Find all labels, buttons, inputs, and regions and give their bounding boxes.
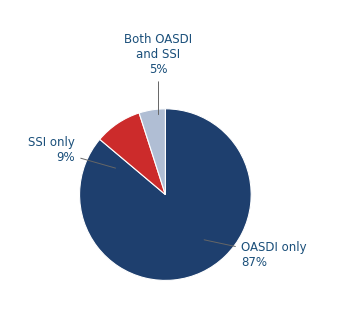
- Wedge shape: [100, 113, 166, 195]
- Text: SSI only
9%: SSI only 9%: [28, 136, 116, 168]
- Text: Both OASDI
and SSI
5%: Both OASDI and SSI 5%: [125, 33, 192, 115]
- Wedge shape: [79, 109, 251, 280]
- Text: OASDI only
87%: OASDI only 87%: [204, 240, 307, 269]
- Wedge shape: [139, 109, 166, 195]
